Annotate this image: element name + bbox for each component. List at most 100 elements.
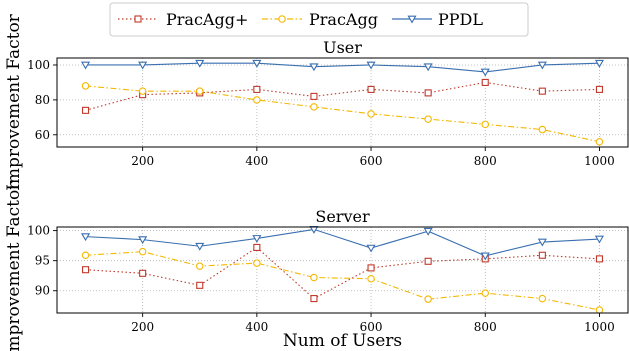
data-point [196,262,204,270]
data-point [538,251,546,259]
data-point [424,89,432,97]
x-tick-label: 1000 [584,154,615,168]
series-line [85,246,600,300]
data-point [138,87,147,95]
y-axis-label: Improvement Factor [4,13,24,190]
data-point [196,87,204,95]
data-point [195,242,205,251]
data-point [81,251,90,260]
panel-title: User [323,38,362,57]
y-tick-label: 95 [35,254,50,268]
y-tick-label: 80 [35,93,50,107]
data-point [309,63,319,72]
data-point [195,59,205,68]
data-point [253,96,261,104]
data-point [196,281,204,289]
x-tick-label: 1000 [584,320,615,334]
data-point [81,82,90,90]
data-point [424,295,432,303]
x-tick-label: 800 [474,320,497,334]
data-point [310,295,318,303]
data-point [366,61,376,70]
panel-server: Server 200 400 600 800 1000 90 95 100Improvement… [4,181,629,351]
series-line [85,81,600,111]
data-point [82,106,90,114]
x-tick-label: 200 [131,154,154,168]
y-tick-label: 60 [35,128,50,142]
data-point [481,120,489,129]
data-point [310,103,318,111]
legend-item-pracagg-plus: PracAgg+ [118,10,248,29]
data-point [253,259,261,267]
x-axis-label: Num of Users [283,331,402,351]
grid [57,58,628,147]
legend-item-ppdl: PPDL [392,10,483,29]
data-point [80,61,91,70]
data-point [253,243,261,251]
series-pracagg-plus [82,243,604,303]
data-point [82,266,90,274]
data-point [480,68,490,77]
data-point [367,264,375,272]
legend-label: PracAgg+ [166,10,248,29]
data-point [424,115,432,123]
data-point [595,138,604,146]
plot-frame [56,226,629,314]
plot-frame [56,57,629,148]
data-point [310,273,318,282]
data-point [139,269,147,277]
y-tick-label: 100 [27,58,50,72]
data-point [481,289,489,297]
data-point [310,92,318,100]
y-tick-label: 90 [35,284,50,298]
data-point [538,87,546,95]
legend-label: PracAgg [309,10,378,29]
data-point [423,227,433,236]
data-point [138,247,147,256]
data-point [252,235,262,243]
series-ppdl [80,59,605,77]
series-line [85,85,600,143]
series-line [85,228,600,257]
y-tick-label: 100 [27,224,50,238]
data-point [595,255,604,263]
y-axis-label: Improvement Factor [4,181,24,351]
data-point [252,59,262,68]
data-point [594,235,605,244]
data-point [481,78,489,86]
x-tick-label: 400 [245,320,268,334]
data-point [480,252,490,261]
data-point [424,257,432,265]
data-point [366,244,376,253]
data-point [537,238,547,247]
x-tick-label: 600 [360,320,383,334]
data-point [594,59,605,68]
data-point [367,274,375,283]
series-line [85,62,600,73]
legend-marker [134,15,142,23]
data-point [423,63,433,72]
data-point [595,306,604,314]
x-tick-label: 600 [360,154,383,168]
data-point [138,236,148,245]
data-point [253,85,261,93]
legend-marker [407,15,417,24]
legend-marker [278,15,286,23]
legend-box [109,2,529,37]
data-point [367,110,375,118]
legend-item-pracagg: PracAgg [262,10,378,29]
data-point [138,61,148,70]
series-ppdl [80,226,605,261]
data-point [538,294,547,303]
data-point [537,61,547,70]
panel-title: Server [315,207,370,226]
data-point [595,85,604,93]
legend-label: PPDL [438,10,483,29]
legend: PracAgg+ PracAgg PPDL [109,2,529,37]
x-tick-label: 800 [474,154,497,168]
data-point [367,85,375,93]
data-point [80,233,91,242]
x-tick-label: 200 [131,320,154,334]
